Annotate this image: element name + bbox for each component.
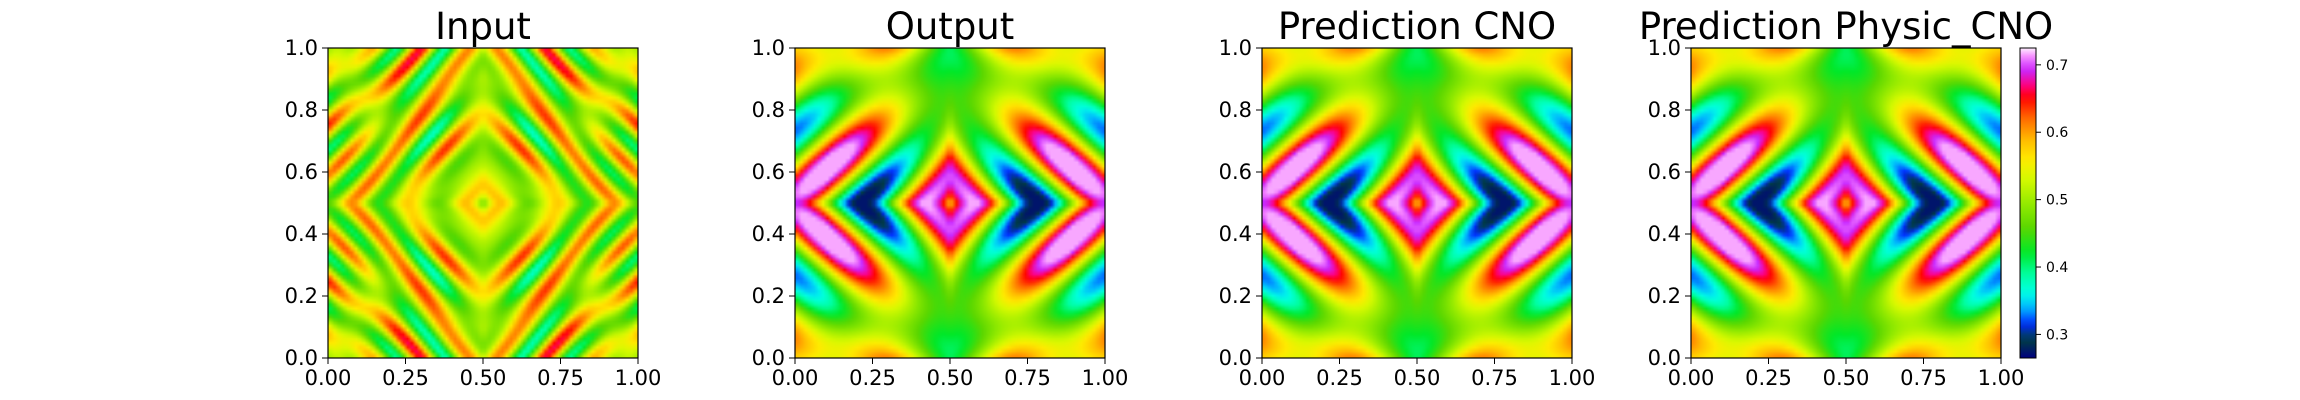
x-tick-label: 0.75 bbox=[537, 366, 584, 390]
y-tick-label: 0.4 bbox=[285, 222, 318, 246]
y-tick-label: 1.0 bbox=[752, 36, 785, 60]
y-tick-label: 0.8 bbox=[1219, 98, 1252, 122]
colorbar-gradient bbox=[2020, 48, 2036, 358]
y-tick-label: 0.4 bbox=[1648, 222, 1681, 246]
plot-title: Output bbox=[886, 5, 1015, 48]
x-tick-label: 1.00 bbox=[1978, 366, 2025, 390]
y-tick-label: 0.6 bbox=[1648, 160, 1681, 184]
y-tick-label: 0.6 bbox=[285, 160, 318, 184]
y-tick-label: 0.0 bbox=[752, 346, 785, 370]
y-tick-label: 0.6 bbox=[752, 160, 785, 184]
plot-title: Prediction CNO bbox=[1278, 5, 1556, 48]
colorbar-tick-label: 0.7 bbox=[2046, 58, 2068, 74]
x-tick-label: 0.25 bbox=[1316, 366, 1363, 390]
y-tick-label: 0.8 bbox=[1648, 98, 1681, 122]
x-tick-label: 0.50 bbox=[1394, 366, 1441, 390]
y-tick-label: 0.0 bbox=[285, 346, 318, 370]
x-tick-label: 0.00 bbox=[1239, 366, 1286, 390]
colorbar-tick-label: 0.3 bbox=[2046, 327, 2068, 343]
colorbar-tick-label: 0.5 bbox=[2046, 193, 2068, 209]
x-tick-label: 0.75 bbox=[1004, 366, 1051, 390]
plot-title: Input bbox=[435, 5, 531, 48]
y-tick-label: 0.0 bbox=[1648, 346, 1681, 370]
x-tick-label: 0.25 bbox=[382, 366, 429, 390]
x-tick-label: 1.00 bbox=[1082, 366, 1129, 390]
x-tick-label: 0.50 bbox=[927, 366, 974, 390]
x-tick-label: 0.75 bbox=[1900, 366, 1947, 390]
plot-title: Prediction Physic_CNO bbox=[1639, 5, 2053, 48]
colorbar-tick-label: 0.6 bbox=[2046, 125, 2068, 141]
x-tick-label: 0.00 bbox=[772, 366, 819, 390]
y-tick-label: 0.8 bbox=[752, 98, 785, 122]
x-tick-label: 0.50 bbox=[1823, 366, 1870, 390]
x-tick-label: 1.00 bbox=[615, 366, 662, 390]
panel-2: Output 0.00 0.25 0.50 0.75 1.00 0.0 0.2 0.4 0.6 0.… bbox=[752, 5, 1129, 390]
panel-1: Input 0.00 0.25 0.50 0.75 1.00 0.0 0.2 0.4 0.6 0.8… bbox=[285, 5, 662, 390]
y-tick-label: 0.2 bbox=[1648, 284, 1681, 308]
x-tick-label: 0.25 bbox=[1745, 366, 1792, 390]
panel-4: Prediction Physic_CNO 0.00 0.25 0.50 0.75 1.0… bbox=[1639, 5, 2053, 390]
y-tick-label: 0.4 bbox=[1219, 222, 1252, 246]
x-tick-label: 1.00 bbox=[1549, 366, 1596, 390]
heatmap-image bbox=[795, 48, 1105, 358]
panel-3: Prediction CNO 0.00 0.25 0.50 0.75 1.00 0.0 0.2… bbox=[1219, 5, 1596, 390]
y-tick-label: 0.4 bbox=[752, 222, 785, 246]
x-tick-label: 0.00 bbox=[1668, 366, 1715, 390]
x-tick-label: 0.00 bbox=[305, 366, 352, 390]
heatmap-image bbox=[1262, 48, 1572, 358]
y-tick-label: 0.8 bbox=[285, 98, 318, 122]
colorbar: 0.3 0.4 0.5 0.6 0.7 bbox=[2019, 47, 2068, 359]
colorbar-frame bbox=[2019, 47, 2037, 359]
y-tick-label: 0.2 bbox=[285, 284, 318, 308]
x-tick-label: 0.50 bbox=[460, 366, 507, 390]
x-tick-label: 0.25 bbox=[849, 366, 896, 390]
y-tick-label: 1.0 bbox=[285, 36, 318, 60]
heatmap-image bbox=[328, 48, 638, 358]
y-tick-label: 0.2 bbox=[752, 284, 785, 308]
y-tick-label: 0.0 bbox=[1219, 346, 1252, 370]
heatmap-image bbox=[1691, 48, 2001, 358]
x-tick-label: 0.75 bbox=[1471, 366, 1518, 390]
y-tick-label: 0.2 bbox=[1219, 284, 1252, 308]
colorbar-tick-label: 0.4 bbox=[2046, 260, 2068, 276]
y-tick-label: 1.0 bbox=[1219, 36, 1252, 60]
y-tick-label: 1.0 bbox=[1648, 36, 1681, 60]
y-tick-label: 0.6 bbox=[1219, 160, 1252, 184]
